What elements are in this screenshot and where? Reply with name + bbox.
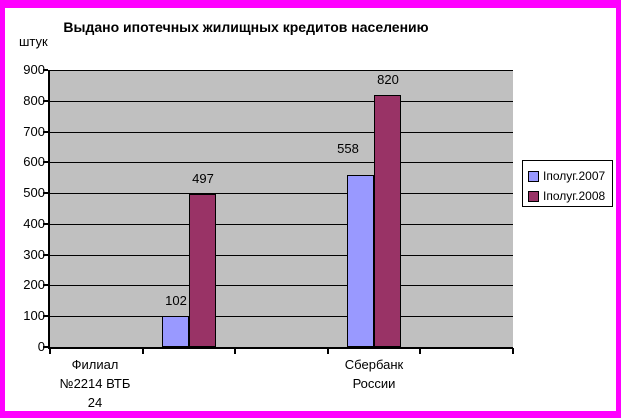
y-axis-tick: [43, 131, 48, 133]
bar-Iполуг.2008-1: [189, 194, 216, 347]
gridline: [50, 224, 513, 225]
gridline: [50, 132, 513, 133]
y-axis-tick: [43, 315, 48, 317]
legend-swatch: [528, 190, 539, 202]
x-axis-tick: [327, 348, 329, 354]
bar-Iполуг.2007-2: [347, 175, 374, 347]
y-tick-label: 900: [23, 62, 45, 77]
x-axis-tick: [49, 348, 51, 354]
bar-value-label: 820: [377, 72, 399, 87]
gridline: [50, 285, 513, 286]
x-axis-tick: [234, 348, 236, 354]
category-label: Филиал №2214 ВТБ 24: [59, 357, 131, 410]
y-tick-label: 500: [23, 185, 45, 200]
gridline: [50, 316, 513, 317]
gridline: [50, 255, 513, 256]
y-axis-tick: [43, 161, 48, 163]
legend-swatch: [528, 170, 539, 182]
gridline: [50, 162, 513, 163]
y-axis-tick: [43, 69, 48, 71]
bar-value-label: 102: [165, 293, 187, 308]
chart-title: Выдано ипотечных жилищных кредитов насел…: [63, 19, 429, 35]
bar-Iполуг.2008-2: [374, 95, 401, 347]
legend-item: Iполуг.2007: [528, 166, 612, 186]
y-axis-tick: [43, 284, 48, 286]
legend: Iполуг.2007 Iполуг.2008: [522, 160, 613, 207]
y-tick-label: 0: [37, 339, 45, 354]
bar-value-label: 558: [337, 141, 359, 156]
plot-area: [48, 70, 513, 349]
y-axis-tick: [43, 254, 48, 256]
gridline: [50, 101, 513, 102]
y-tick-label: 400: [23, 216, 45, 231]
legend-item: Iполуг.2008: [528, 186, 612, 206]
y-axis-tick: [43, 346, 48, 348]
y-axis-unit-label: штук: [19, 34, 48, 49]
legend-label: Iполуг.2008: [543, 189, 606, 203]
y-tick-label: 800: [23, 93, 45, 108]
y-axis-tick: [43, 223, 48, 225]
y-tick-label: 200: [23, 277, 45, 292]
x-axis-tick: [419, 348, 421, 354]
category-label: Сбербанк России: [344, 357, 404, 391]
y-tick-label: 100: [23, 308, 45, 323]
gridline: [50, 70, 513, 71]
y-axis-tick: [43, 192, 48, 194]
y-axis-tick: [43, 100, 48, 102]
x-axis-tick: [142, 348, 144, 354]
gridline: [50, 193, 513, 194]
bar-Iполуг.2007-1: [162, 316, 189, 347]
y-tick-label: 700: [23, 124, 45, 139]
x-axis-tick: [512, 348, 514, 354]
bar-value-label: 497: [192, 171, 214, 186]
y-tick-label: 300: [23, 247, 45, 262]
y-tick-label: 600: [23, 154, 45, 169]
legend-label: Iполуг.2007: [543, 169, 606, 183]
